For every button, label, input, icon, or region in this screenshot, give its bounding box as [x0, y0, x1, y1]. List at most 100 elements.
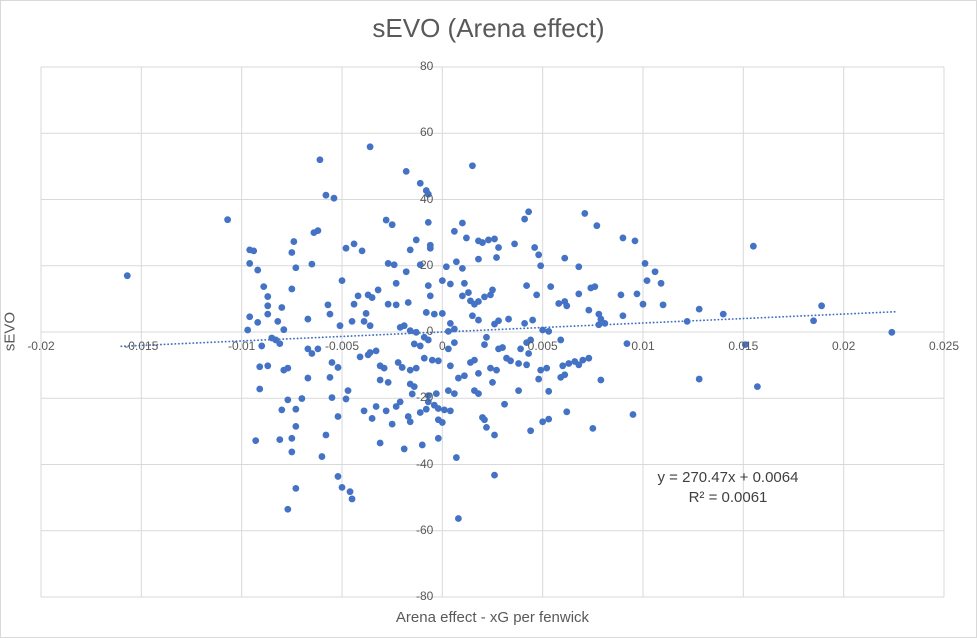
scatter-point [292, 264, 300, 272]
scatter-point [639, 300, 647, 308]
scatter-point [360, 407, 368, 415]
scatter-point [374, 286, 382, 294]
scatter-point [284, 364, 292, 372]
scatter-point [400, 445, 408, 453]
scatter-point [619, 312, 627, 320]
scatter-point [290, 238, 298, 245]
x-tick-label: -0.005 [324, 339, 360, 353]
scatter-point [258, 342, 266, 350]
scatter-point [631, 237, 639, 245]
scatter-point [475, 390, 482, 398]
scatter-point [366, 322, 374, 330]
scatter-point [382, 407, 390, 415]
y-axis-title: sEVO [1, 311, 19, 352]
scatter-point [392, 301, 400, 309]
scatter-point [308, 350, 316, 357]
scatter-point [440, 406, 448, 414]
scatter-point [264, 302, 272, 310]
scatter-point [593, 222, 601, 230]
scatter-point [575, 290, 583, 298]
scatter-point [358, 247, 366, 255]
scatter-point [579, 356, 587, 364]
scatter-point [450, 227, 458, 235]
scatter-point [489, 286, 496, 294]
scatter-point [392, 403, 400, 410]
scatter-point [475, 255, 482, 263]
scatter-point [657, 279, 665, 287]
scatter-point [304, 345, 312, 353]
scatter-point [545, 387, 553, 395]
scatter-point [264, 310, 272, 318]
scatter-point [461, 279, 468, 287]
scatter-point [617, 291, 625, 299]
scatter-point [695, 305, 703, 313]
scatter-point [354, 292, 362, 300]
scatter-point [535, 375, 543, 383]
scatter-point [487, 364, 494, 372]
scatter-point [434, 434, 442, 442]
scatter-point [276, 340, 284, 347]
scatter-point [597, 315, 605, 323]
scatter-point [495, 317, 502, 325]
scatter-point [376, 439, 384, 447]
scatter-point [334, 413, 342, 420]
scatter-point [561, 371, 569, 379]
scatter-point [434, 357, 442, 365]
scatter-point [525, 350, 533, 357]
scatter-point [244, 326, 252, 334]
scatter-point [416, 342, 424, 350]
scatter-point [368, 415, 376, 422]
scatter-point [575, 263, 583, 271]
scatter-point [475, 298, 482, 305]
scatter-point [641, 260, 649, 267]
scatter-point [324, 301, 332, 309]
scatter-point [481, 293, 488, 301]
scatter-point [334, 364, 342, 371]
scatter-point [388, 221, 396, 229]
scatter-point [330, 194, 338, 202]
scatter-point [434, 405, 442, 412]
scatter-point [585, 306, 593, 314]
scatter-point [366, 143, 374, 151]
scatter-point [537, 262, 545, 270]
scatter-point [493, 254, 500, 261]
scatter-point [507, 357, 514, 365]
scatter-point [452, 454, 460, 461]
scatter-point [254, 318, 262, 326]
scatter-point [382, 216, 390, 224]
scatter-point [224, 216, 232, 224]
scatter-point [485, 236, 492, 244]
scatter-point [659, 301, 667, 309]
scatter-point [555, 300, 563, 307]
r-squared-line: R² = 0.0061 [688, 489, 768, 506]
scatter-point [402, 268, 410, 276]
scatter-point [304, 374, 312, 382]
scatter-point [408, 390, 416, 398]
scatter-point [629, 411, 637, 418]
scatter-point [328, 394, 336, 401]
scatter-point [539, 418, 547, 426]
scatter-point [404, 413, 412, 420]
scatter-point [292, 484, 300, 492]
scatter-point [416, 409, 424, 416]
scatter-point [438, 419, 446, 426]
scatter-point [597, 376, 605, 384]
scatter-point [475, 370, 482, 377]
scatter-point [326, 373, 334, 381]
scatter-point [338, 483, 346, 491]
scatter-point [471, 356, 478, 364]
scatter-point [537, 366, 545, 374]
scatter-point [446, 319, 454, 327]
scatter-point [406, 418, 414, 426]
scatter-point [563, 408, 571, 416]
scatter-point [410, 340, 418, 348]
scatter-point [539, 326, 547, 334]
scatter-point [463, 234, 470, 242]
scatter-point [418, 441, 426, 449]
scatter-point [438, 310, 446, 317]
x-tick-label: 0.02 [831, 339, 856, 353]
trendline-equation: y = 270.47x + 0.0064 R² = 0.0061 [578, 468, 878, 508]
scatter-point [651, 268, 659, 276]
scatter-point [400, 322, 408, 330]
scatter-point [446, 362, 454, 370]
